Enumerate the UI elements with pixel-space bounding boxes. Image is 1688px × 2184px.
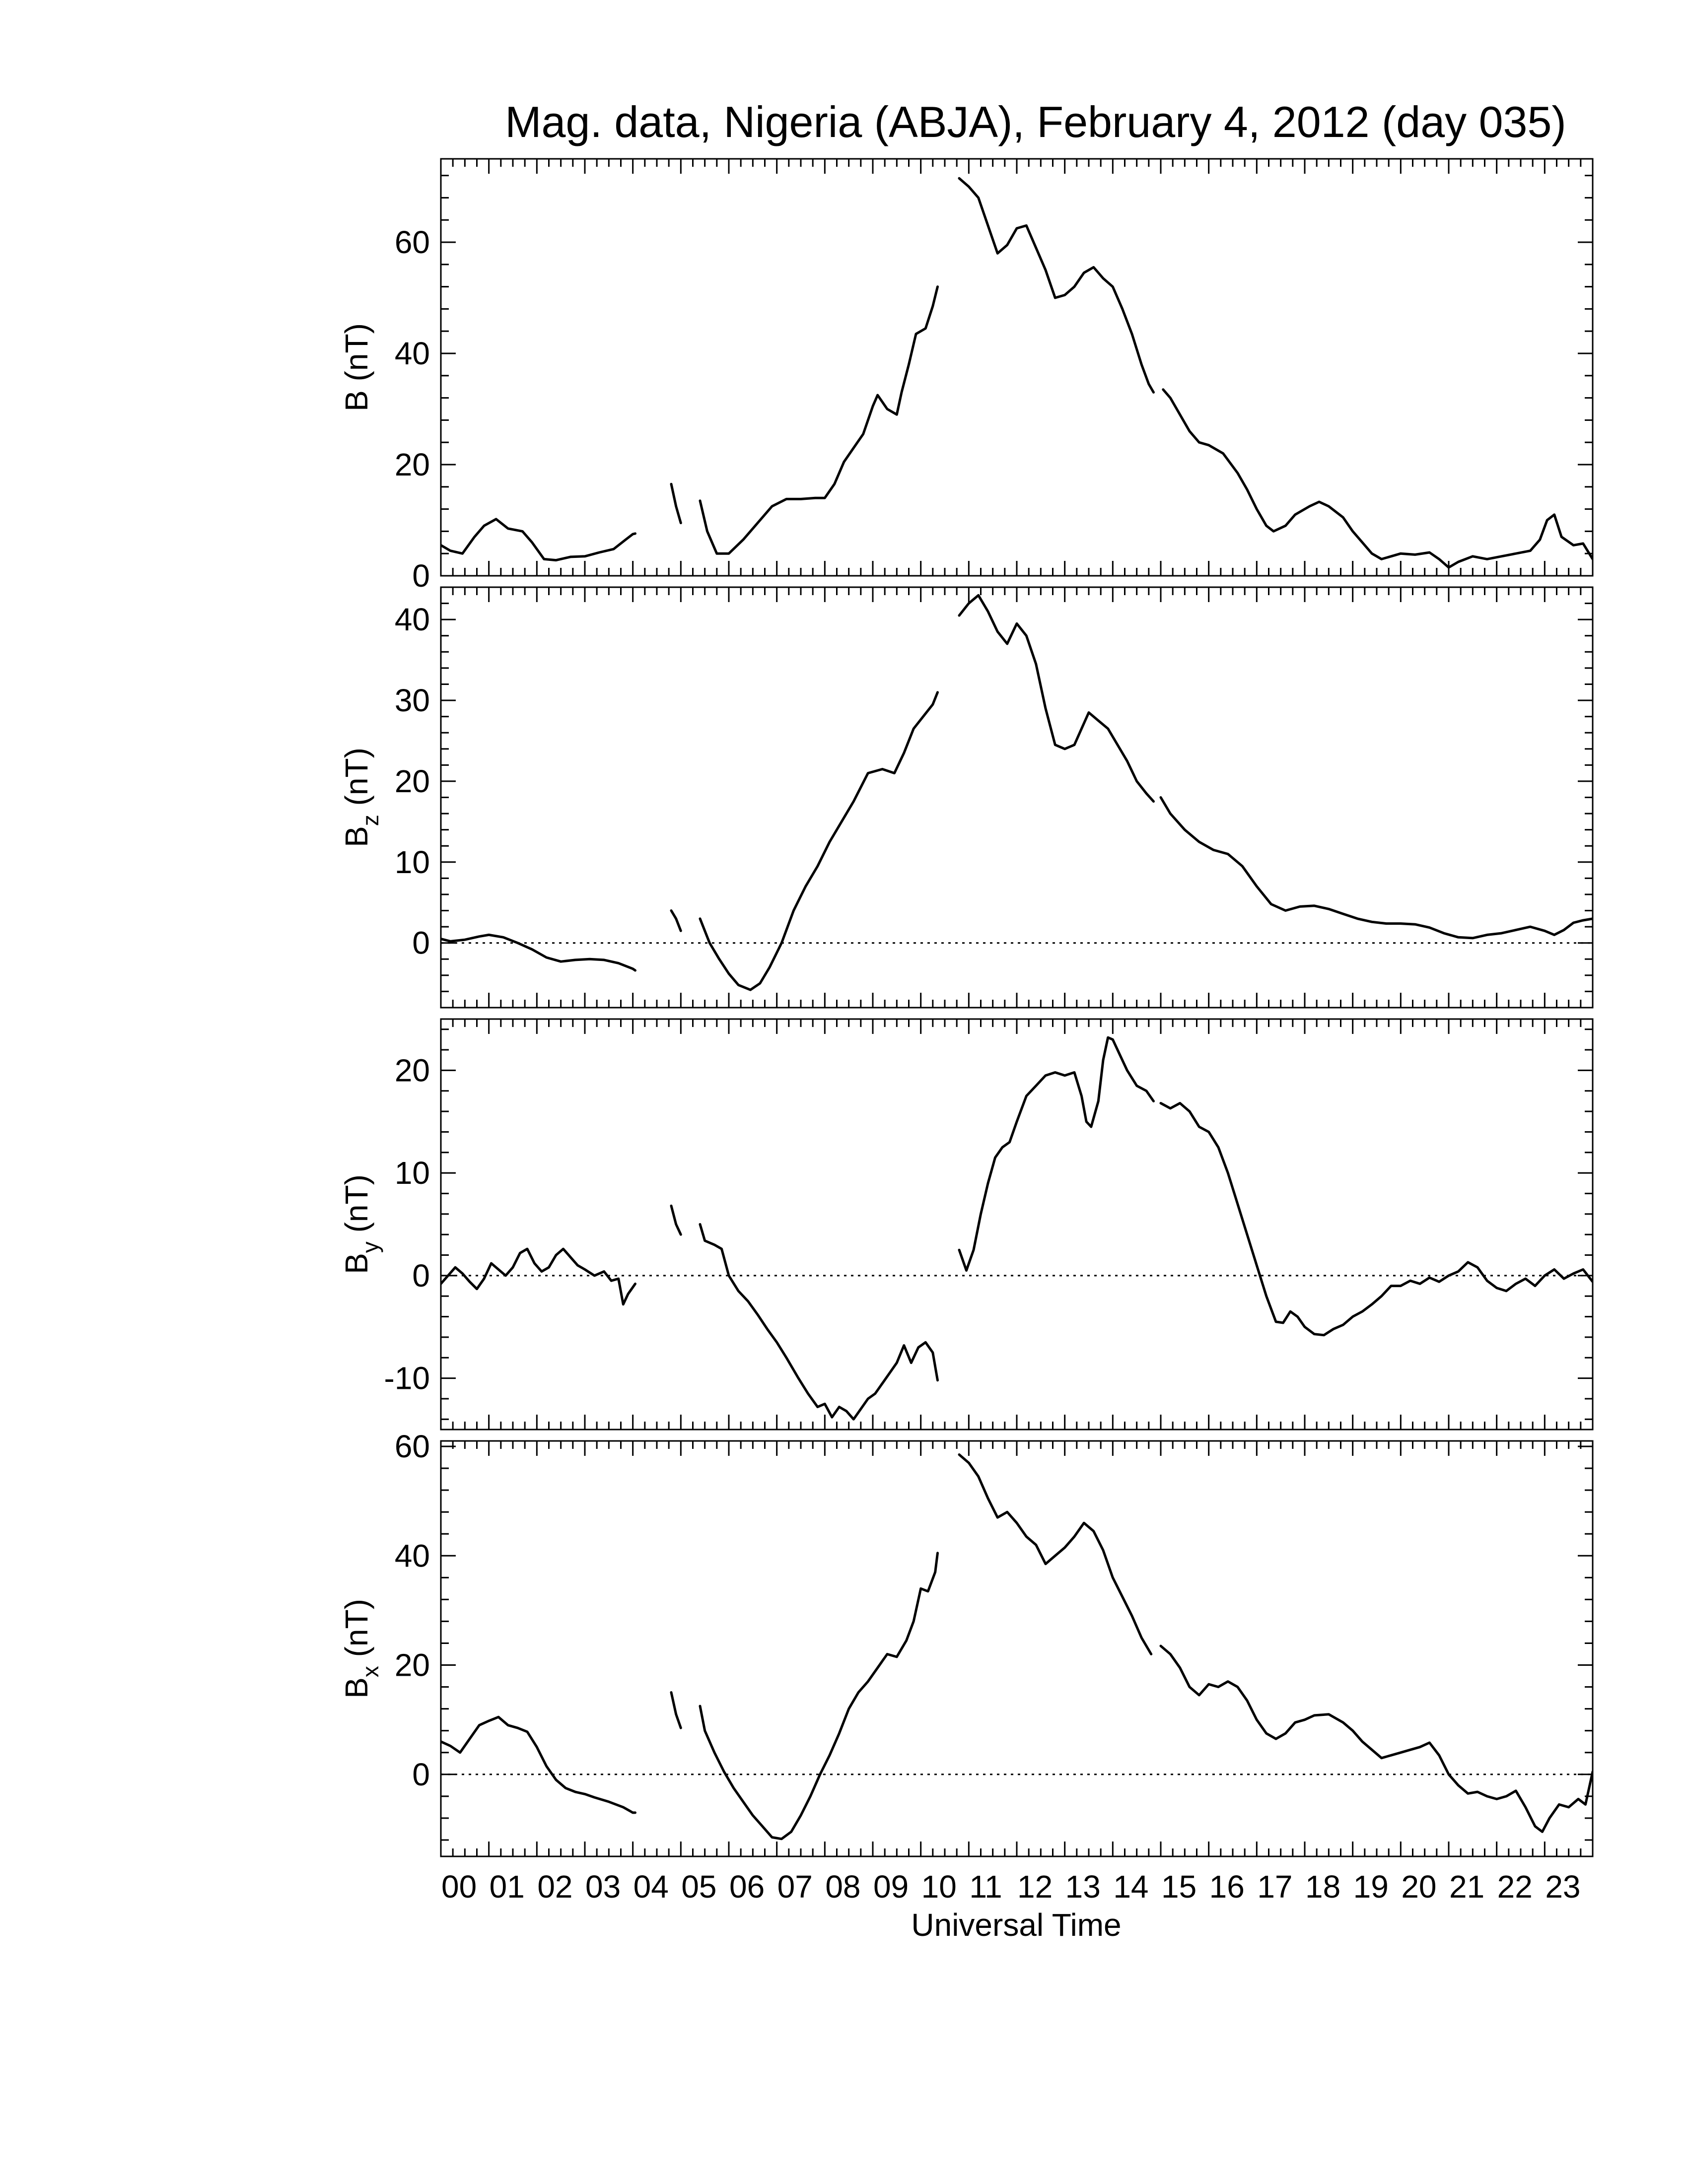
y-tick-label-Bz: 0 [412,925,430,961]
y-tick-label-By: 20 [395,1052,430,1088]
y-tick-label-B: 40 [395,336,430,371]
series-B-segment-3 [958,177,1155,394]
y-tick-label-Bx: 0 [412,1757,430,1792]
x-tick-label: 23 [1545,1869,1580,1905]
series-By-segment-4 [1159,1102,1593,1337]
y-tick-label-Bz: 10 [395,844,430,880]
x-tick-label: 09 [873,1869,909,1905]
y-axis-title-main: B [339,390,374,411]
x-tick-label: 02 [537,1869,572,1905]
x-tick-label: 16 [1209,1869,1245,1905]
series-B-segment-1 [670,482,682,525]
x-tick-label: 13 [1065,1869,1101,1905]
chart-title: Mag. data, Nigeria (ABJA), February 4, 2… [505,97,1566,146]
series-By-segment-2 [699,1223,939,1421]
panels-group: 0 20 40 60 B (nT) 0 10 20 30 40 Bz (nT) -10 0 10 20 By … [339,158,1594,1857]
y-tick-label-Bx: 20 [395,1647,430,1683]
y-axis-title-unit: (nT) [339,748,374,815]
series-Bz-segment-2 [699,691,939,991]
series-Bx-segment-0 [441,1715,636,1814]
series-Bx-segment-3 [958,1453,1153,1655]
y-tick-label-B: 0 [412,558,430,594]
x-tick-label: 05 [681,1869,716,1905]
y-axis-title-main: B [339,826,374,847]
x-tick-label: 22 [1497,1869,1533,1905]
series-Bx-segment-4 [1159,1644,1593,1833]
y-axis-title-main: B [339,1677,374,1699]
series-By-segment-0 [441,1247,636,1306]
panel-frame-By [440,1018,1594,1431]
y-tick-label-By: 0 [412,1258,430,1294]
x-tick-label: 15 [1161,1869,1196,1905]
y-axis-title-sub: z [357,815,383,826]
y-tick-label-B: 60 [395,224,430,260]
y-axis-title-unit: (nT) [339,1599,374,1666]
series-Bz-segment-4 [1159,796,1593,940]
y-axis-title-main: B [339,1253,374,1274]
x-tick-label: 01 [490,1869,525,1905]
x-tick-label: 14 [1113,1869,1148,1905]
y-axis-title-Bz: Bz (nT) [339,748,383,847]
series-By-segment-3 [958,1036,1155,1272]
y-tick-label-Bz: 40 [395,602,430,637]
panel-Bz: 0 10 20 30 40 Bz (nT) [339,586,1594,1009]
y-tick-label-Bx: 60 [395,1429,430,1464]
x-tick-label: 10 [921,1869,957,1905]
x-axis-title: Universal Time [911,1907,1121,1943]
y-tick-label-Bz: 30 [395,682,430,718]
x-tick-label: 17 [1257,1869,1292,1905]
x-tick-label: 18 [1305,1869,1340,1905]
x-tick-label: 08 [825,1869,860,1905]
series-Bx-segment-2 [699,1552,939,1841]
x-tick-label: 11 [969,1869,1002,1905]
series-Bz-segment-1 [670,909,682,932]
y-axis-title-B: B (nT) [339,323,374,411]
series-By-segment-1 [670,1204,682,1236]
y-axis-title-sub: y [357,1241,383,1253]
x-tick-label: 21 [1449,1869,1484,1905]
y-axis-title-unit: (nT) [339,323,374,390]
series-B-segment-4 [1162,388,1593,569]
x-tick-label: 19 [1353,1869,1389,1905]
y-tick-label-Bx: 40 [395,1538,430,1573]
panel-By: -10 0 10 20 By (nT) [339,1018,1594,1431]
y-axis-title-unit: (nT) [339,1174,374,1241]
y-tick-label-By: -10 [384,1361,430,1396]
x-tick-label: 03 [585,1869,621,1905]
y-tick-label-By: 10 [395,1155,430,1191]
panel-Bx: 0 20 40 60 Bx (nT) [339,1429,1594,1857]
x-tick-label: 20 [1401,1869,1436,1905]
y-axis-title-sub: x [357,1666,383,1677]
series-Bz-segment-3 [958,594,1155,803]
y-axis-title-Bx: Bx (nT) [339,1599,383,1699]
x-tick-label: 00 [441,1869,477,1905]
panel-B: 0 20 40 60 B (nT) [339,158,1594,594]
series-Bz-segment-0 [441,933,636,972]
panel-frame-Bx [440,1440,1594,1857]
x-tick-label: 04 [633,1869,669,1905]
series-B-segment-2 [699,285,939,555]
series-Bx-segment-1 [670,1691,682,1729]
panel-frame-Bz [440,586,1594,1009]
x-tick-label: 07 [777,1869,813,1905]
x-tick-label: 06 [729,1869,765,1905]
x-tick-labels: 00 01 02 03 04 05 06 07 08 09 10 11 12 13 14 15 16 17 18 19… [441,1869,1581,1905]
series-B-segment-0 [441,518,636,562]
y-tick-label-B: 20 [395,447,430,482]
x-tick-label: 12 [1017,1869,1053,1905]
panel-frame-B [440,158,1594,577]
y-axis-title-By: By (nT) [339,1174,383,1274]
y-tick-label-Bz: 20 [395,763,430,799]
